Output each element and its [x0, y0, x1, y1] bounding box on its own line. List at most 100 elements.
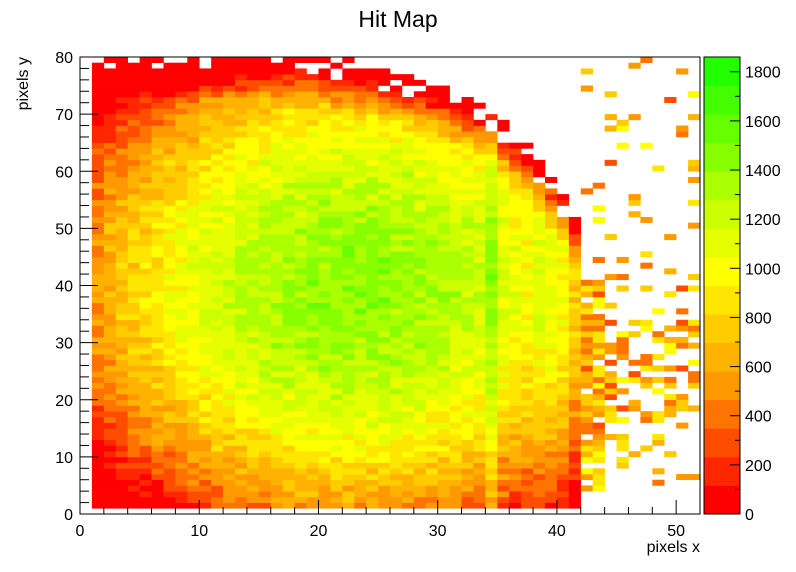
heatmap-cell: [366, 159, 379, 166]
heatmap-cell: [91, 182, 105, 189]
heatmap-cell: [425, 342, 438, 349]
heatmap-cell: [378, 479, 391, 486]
heatmap-cell: [390, 456, 403, 463]
heatmap-cell: [497, 296, 510, 303]
heatmap-cell: [91, 434, 105, 441]
heatmap-cell: [437, 182, 450, 189]
heatmap-cell: [175, 125, 188, 132]
heatmap-cell: [556, 496, 570, 503]
heatmap-cell: [366, 479, 379, 486]
heatmap-cell: [223, 205, 236, 212]
heatmap-cell: [509, 331, 522, 338]
heatmap-cell: [211, 502, 224, 509]
heatmap-cell: [497, 125, 510, 132]
heatmap-cell: [330, 325, 343, 332]
heatmap-cell: [449, 268, 462, 275]
heatmap-cell: [187, 342, 200, 349]
heatmap-cell: [103, 119, 117, 126]
heatmap-cell: [461, 239, 474, 246]
heatmap-cell: [235, 74, 248, 81]
heatmap-cell: [497, 336, 510, 343]
heatmap-cell: [425, 96, 438, 103]
heatmap-cell: [151, 239, 164, 246]
heatmap-cell: [378, 354, 391, 361]
heatmap-cell: [151, 462, 164, 469]
heatmap-cell: [473, 234, 486, 241]
heatmap-cell: [425, 376, 438, 383]
heatmap-cell: [223, 342, 236, 349]
heatmap-cell: [175, 154, 188, 161]
heatmap-cell: [223, 285, 236, 292]
heatmap-cell: [366, 234, 379, 241]
heatmap-cell: [509, 182, 522, 189]
heatmap-cell: [187, 211, 200, 218]
heatmap-cell: [175, 148, 188, 155]
heatmap-cell: [390, 302, 403, 309]
heatmap-cell: [545, 342, 558, 349]
heatmap-cell: [103, 79, 117, 86]
heatmap-cell: [91, 211, 105, 218]
heatmap-cell: [461, 399, 474, 406]
heatmap-cell: [366, 251, 379, 258]
heatmap-cell: [688, 325, 701, 332]
heatmap-cell: [318, 434, 331, 441]
heatmap-cell: [211, 274, 224, 281]
heatmap-cell: [545, 314, 558, 321]
heatmap-cell: [318, 302, 331, 309]
heatmap-cell: [401, 348, 415, 355]
heatmap-cell: [258, 502, 272, 509]
heatmap-cell: [378, 445, 391, 452]
heatmap-cell: [461, 188, 474, 195]
heatmap-cell: [366, 451, 379, 458]
heatmap-cell: [223, 119, 236, 126]
heatmap-cell: [318, 228, 331, 235]
heatmap-cell: [258, 331, 272, 338]
heatmap-cell: [378, 394, 391, 401]
heatmap-cell: [258, 245, 272, 252]
heatmap-cell: [211, 234, 224, 241]
heatmap-cell: [366, 422, 379, 429]
heatmap-cell: [318, 388, 331, 395]
colorbar-tick-label: 600: [745, 360, 772, 377]
heatmap-cell: [425, 394, 438, 401]
heatmap-cell: [282, 451, 295, 458]
heatmap-cell: [223, 251, 236, 258]
heatmap-cell: [378, 456, 391, 463]
heatmap-cell: [425, 474, 438, 481]
heatmap-cell: [175, 319, 188, 326]
heatmap-cell: [330, 474, 343, 481]
heatmap-cell: [163, 96, 176, 103]
heatmap-cell: [401, 136, 415, 143]
heatmap-cell: [187, 462, 200, 469]
heatmap-cell: [223, 479, 236, 486]
heatmap-cell: [354, 131, 367, 138]
heatmap-cell: [115, 251, 128, 258]
heatmap-cell: [413, 234, 427, 241]
heatmap-cell: [342, 376, 355, 383]
heatmap-cell: [449, 394, 462, 401]
heatmap-cell: [306, 182, 319, 189]
heatmap-cell: [401, 108, 415, 115]
heatmap-cell: [580, 308, 593, 315]
heatmap-cell: [342, 291, 355, 298]
heatmap-cell: [318, 262, 331, 269]
heatmap-cell: [91, 342, 105, 349]
heatmap-cell: [413, 479, 427, 486]
heatmap-cell: [604, 91, 617, 98]
heatmap-cell: [533, 428, 546, 435]
heatmap-cell: [390, 382, 403, 389]
heatmap-cell: [521, 411, 534, 418]
heatmap-cell: [533, 188, 546, 195]
heatmap-cell: [473, 285, 486, 292]
heatmap-cell: [199, 445, 212, 452]
heatmap-cell: [318, 456, 331, 463]
heatmap-cell: [461, 159, 474, 166]
heatmap-cell: [425, 325, 438, 332]
heatmap-cell: [556, 234, 570, 241]
heatmap-cell: [175, 279, 188, 286]
heatmap-cell: [235, 314, 248, 321]
colorbar-tick-label: 1600: [745, 114, 781, 131]
heatmap-cell: [521, 439, 534, 446]
heatmap-cell: [461, 451, 474, 458]
heatmap-cell: [282, 79, 295, 86]
